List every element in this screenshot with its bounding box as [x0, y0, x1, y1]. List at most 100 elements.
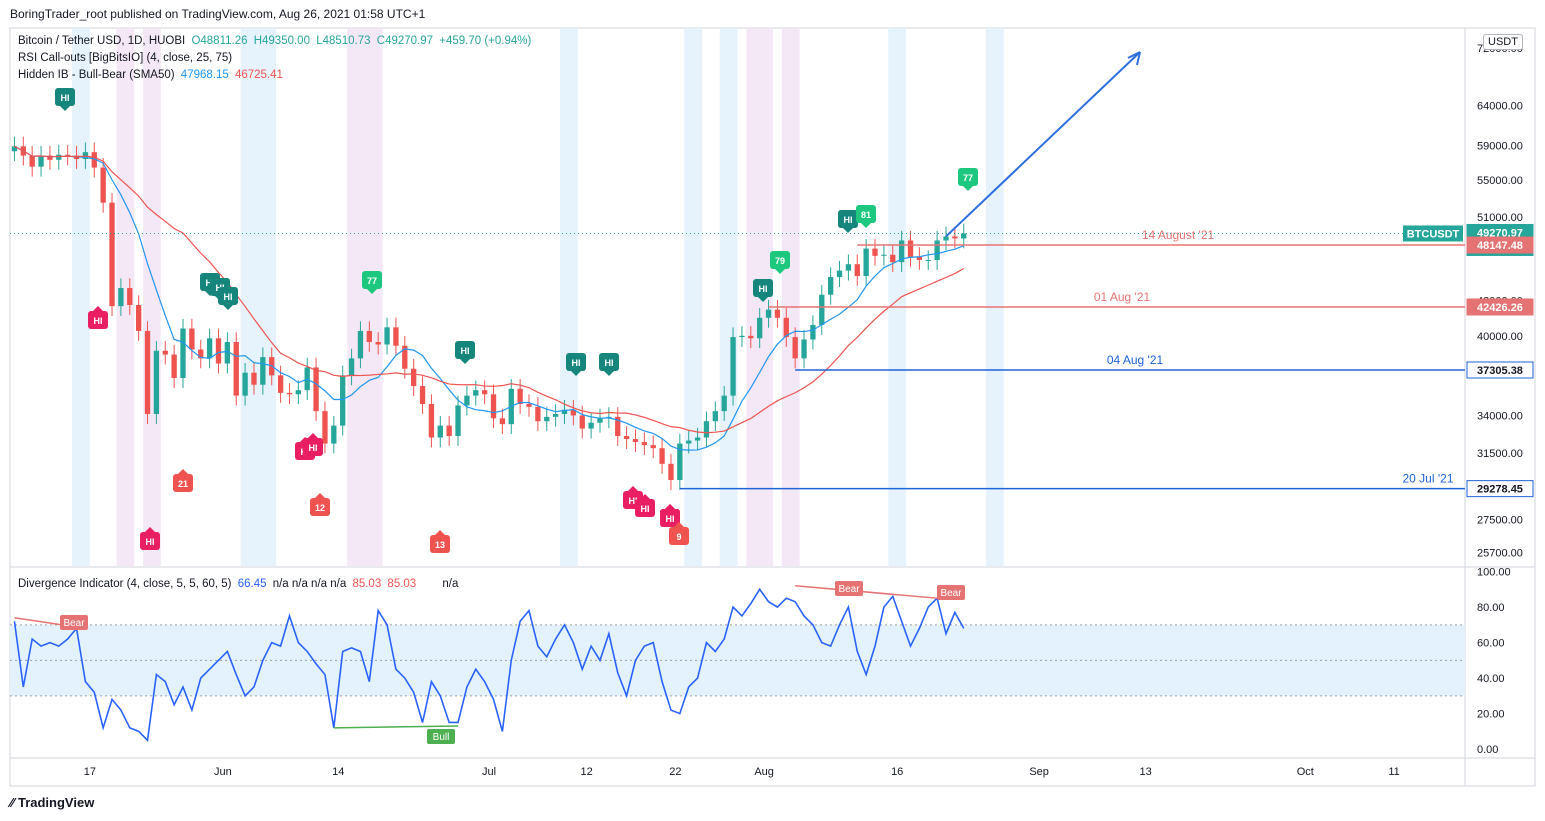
candle-body: [171, 354, 177, 379]
callout-marker-tip: [308, 433, 318, 438]
candle-body: [481, 390, 488, 395]
candle-body: [890, 254, 896, 263]
candle-body: [224, 341, 231, 364]
divergence-value-3: 85.03: [387, 578, 417, 590]
candle-body: [375, 341, 381, 345]
candle-body: [437, 425, 443, 438]
sma-fast-line: [14, 145, 964, 451]
candle-body: [801, 339, 807, 359]
divergence-na: n/a n/a n/a n/a: [272, 578, 347, 590]
time-tick-label: 12: [581, 766, 593, 778]
candle-body: [588, 422, 594, 429]
candle-body: [916, 256, 923, 260]
hidden-ib-legend[interactable]: Hidden IB - Bull-Bear (SMA50) 47968.15 4…: [18, 69, 286, 81]
time-tick-label: Aug: [754, 766, 774, 778]
callout-label: HI: [572, 358, 581, 368]
callout-zone-3: [240, 28, 277, 566]
hidden-ib-value-1: 47968.15: [180, 69, 229, 81]
rsi-callouts-legend[interactable]: RSI Call-outs [BigBitsIO] (4, close, 25,…: [18, 52, 235, 64]
candle-body: [526, 404, 532, 407]
tradingview-logo[interactable]: ⁄⁄ TradingView: [10, 795, 94, 810]
candle-body: [961, 233, 967, 239]
candle-body: [411, 368, 417, 387]
divergence-legend[interactable]: Divergence Indicator (4, close, 5, 5, 60…: [18, 578, 461, 590]
symbol-badge-label: BTCUSDT: [1407, 228, 1460, 240]
candle-body: [127, 288, 133, 305]
divergence-tag-label: Bull: [433, 732, 450, 743]
candle-body: [499, 418, 506, 425]
callout-label: HI: [641, 504, 650, 514]
candle-body: [135, 304, 142, 331]
candle-body: [907, 240, 914, 257]
callout-zone-7: [719, 28, 738, 566]
candle-body: [845, 264, 852, 271]
price-badge-label: 37305.38: [1477, 365, 1523, 377]
oscillator-tick-label: 100.00: [1477, 567, 1511, 579]
callout-label: 21: [178, 479, 188, 489]
currency-button[interactable]: USDT: [1483, 34, 1523, 50]
callout-label: HI: [224, 292, 233, 302]
candle-body: [446, 425, 452, 437]
time-tick-label: Jun: [214, 766, 232, 778]
candle-body: [650, 445, 656, 449]
callout-zone-11: [985, 28, 1004, 566]
candle-body: [455, 405, 461, 437]
candle-body: [517, 388, 523, 405]
oscillator-line: [13, 587, 965, 742]
candle-body: [357, 330, 364, 359]
callout-marker: [303, 438, 323, 456]
candle-body: [331, 425, 337, 444]
candle-body: [712, 411, 718, 422]
oscillator-tick-label: 60.00: [1477, 638, 1505, 650]
candle-body: [473, 390, 479, 396]
open-value: O48811.26: [191, 35, 248, 47]
callout-marker: [455, 341, 475, 359]
divergence-value-2: 85.03: [352, 578, 382, 590]
callout-marker: [838, 210, 858, 228]
tradingview-brand: TradingView: [17, 795, 95, 810]
callout-marker-tip: [367, 289, 377, 294]
price-tick-label: 25700.00: [1477, 547, 1523, 559]
candle-body: [490, 394, 497, 419]
candle-body: [836, 270, 843, 278]
callout-label: HI: [309, 443, 318, 453]
callout-zone-6: [684, 28, 703, 566]
hidden-ib-value-2: 46725.41: [234, 69, 283, 81]
callout-label: HI: [94, 316, 103, 326]
candle-body: [952, 236, 958, 239]
candle-body: [535, 406, 541, 422]
hidden-ib-label: Hidden IB - Bull-Bear (SMA50): [18, 69, 175, 81]
candle-body: [233, 341, 239, 396]
high-value: H49350.00: [253, 35, 310, 47]
callout-label: 77: [963, 173, 973, 183]
candle-body: [162, 350, 168, 355]
candle-body: [29, 155, 35, 167]
callout-marker-tip: [843, 228, 853, 233]
candle-body: [295, 390, 301, 395]
callout-marker: [669, 527, 689, 545]
price-badge-label: 42426.26: [1477, 302, 1523, 314]
candle-body: [623, 436, 630, 440]
oscillator-tick-label: 0.00: [1477, 744, 1498, 756]
candle-body: [198, 349, 204, 359]
callout-marker: [599, 353, 619, 371]
divergence-tag: [427, 729, 455, 744]
time-tick-label: 17: [84, 766, 96, 778]
divergence-tag-label: Bear: [940, 588, 962, 599]
change-value: +459.70 (+0.94%): [439, 35, 532, 47]
candle-body: [38, 155, 44, 167]
candle-body: [943, 236, 949, 241]
callout-zone-4: [347, 28, 383, 566]
time-tick-label: 11: [1388, 766, 1399, 778]
oscillator-tick-label: 40.00: [1477, 673, 1505, 685]
callout-label: 12: [315, 503, 325, 513]
symbol-legend[interactable]: Bitcoin / Tether USD, 1D, HUOBI O48811.2…: [18, 35, 534, 47]
candle-body: [286, 392, 293, 395]
candle-body: [579, 415, 585, 429]
callout-label: HI: [666, 514, 675, 524]
time-tick-label: 16: [891, 766, 903, 778]
projection-arrow-head: [1127, 51, 1141, 66]
candle-body: [721, 395, 727, 412]
candle-body: [11, 146, 18, 152]
